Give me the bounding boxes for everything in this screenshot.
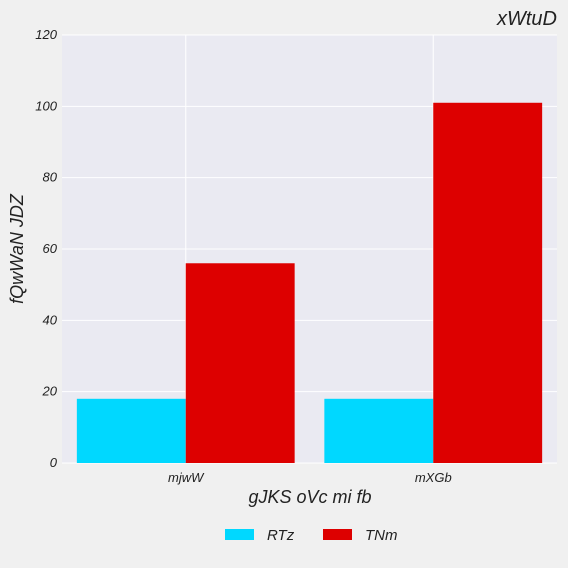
legend: RTz TNm [225,527,398,544]
legend-swatch-TNm [323,529,352,540]
bar-TNm-mjwW [185,263,295,463]
y-tick-label: 60 [43,241,58,256]
x-axis-title: gJKS oVc mi fb [248,487,371,507]
chart-title: xWtuD [496,8,557,30]
y-tick-label: 20 [42,384,58,399]
bars [76,102,543,464]
bar-RTz-mXGb [324,398,434,463]
y-tick-label: 40 [43,312,58,327]
x-tick-label: mXGb [415,470,452,485]
legend-swatch-RTz [225,529,254,540]
legend-label-TNm: TNm [365,527,398,544]
y-tick-label: 120 [35,27,57,42]
y-axis-title: fQwWaN JDZ [7,193,27,304]
x-tick-label: mjwW [168,470,205,485]
y-tick-label: 0 [50,455,58,470]
legend-label-RTz: RTz [267,527,295,544]
y-tick-label: 100 [35,98,57,113]
bar-TNm-mXGb [433,102,543,464]
x-tick-labels: mjwW mXGb [168,470,452,485]
y-tick-label: 80 [43,170,58,185]
y-tick-labels: 0 20 40 60 80 100 120 [35,27,57,470]
bar-RTz-mjwW [76,398,186,463]
